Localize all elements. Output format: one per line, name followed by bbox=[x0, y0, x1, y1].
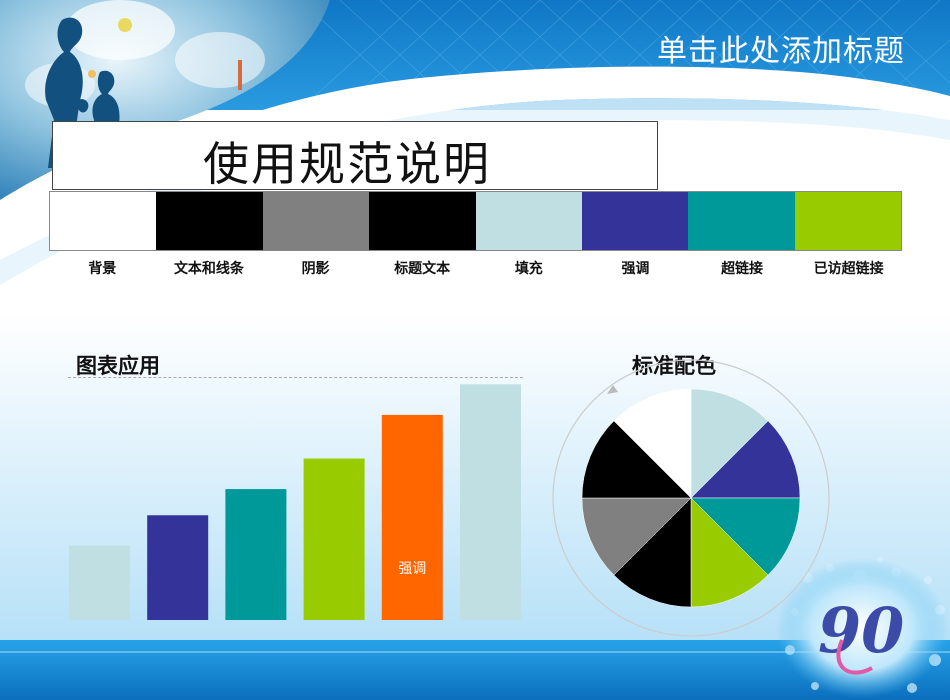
main-title-box[interactable]: 使用规范说明 bbox=[52, 121, 658, 191]
color-swatch bbox=[688, 192, 795, 250]
bar-4[interactable] bbox=[303, 458, 365, 620]
color-swatch-label: 标题文本 bbox=[394, 261, 451, 277]
color-swatch-label: 背景 bbox=[88, 261, 117, 277]
bar-chart: 强调 bbox=[69, 384, 521, 620]
pie-chart bbox=[552, 359, 830, 637]
chart-divider bbox=[68, 377, 523, 378]
ring-arrow-icon bbox=[607, 385, 618, 394]
chart-heading: 图表应用 bbox=[76, 354, 160, 378]
color-swatch-label: 阴影 bbox=[301, 261, 330, 277]
pie-slice-1[interactable] bbox=[690, 388, 769, 499]
color-palette-labels: 背景 文本和线条 阴影 标题文本 填充 强调 超链接 已访超链接 bbox=[49, 258, 902, 278]
color-swatch-label: 强调 bbox=[621, 261, 650, 277]
pie-slice-7[interactable] bbox=[581, 420, 692, 499]
color-swatch bbox=[581, 192, 689, 250]
color-swatch-label: 文本和线条 bbox=[173, 261, 244, 277]
slide-title[interactable]: 单击此处添加标题 bbox=[657, 34, 905, 69]
bar-6[interactable] bbox=[460, 384, 521, 620]
bar-5[interactable] bbox=[381, 414, 443, 620]
pie-slice-4[interactable] bbox=[690, 497, 769, 608]
color-swatch-label: 已访超链接 bbox=[813, 261, 884, 277]
pie-heading: 标准配色 bbox=[632, 354, 716, 378]
pie-slice-3[interactable] bbox=[690, 497, 801, 576]
color-swatch-label: 填充 bbox=[514, 261, 543, 277]
color-swatch bbox=[156, 192, 263, 250]
color-swatch bbox=[475, 192, 582, 250]
color-palette bbox=[49, 191, 902, 251]
pie-outer-ring bbox=[552, 359, 830, 637]
pie-slice-8[interactable] bbox=[613, 388, 692, 499]
color-swatch bbox=[262, 192, 370, 250]
pie-slice-6[interactable] bbox=[581, 497, 692, 576]
color-swatch bbox=[369, 192, 476, 250]
color-swatch bbox=[50, 192, 157, 250]
logo-text: 90 bbox=[818, 594, 904, 667]
bar-1[interactable] bbox=[69, 545, 130, 620]
pie-slice-2[interactable] bbox=[690, 420, 801, 499]
pie-slice-5[interactable] bbox=[613, 497, 692, 608]
bar-label: 强调 bbox=[398, 561, 426, 577]
color-swatch bbox=[794, 192, 901, 250]
bar-2[interactable] bbox=[147, 515, 209, 620]
main-title: 使用规范说明 bbox=[203, 137, 491, 191]
bar-3[interactable] bbox=[225, 489, 287, 620]
color-swatch-label: 超链接 bbox=[721, 261, 764, 277]
